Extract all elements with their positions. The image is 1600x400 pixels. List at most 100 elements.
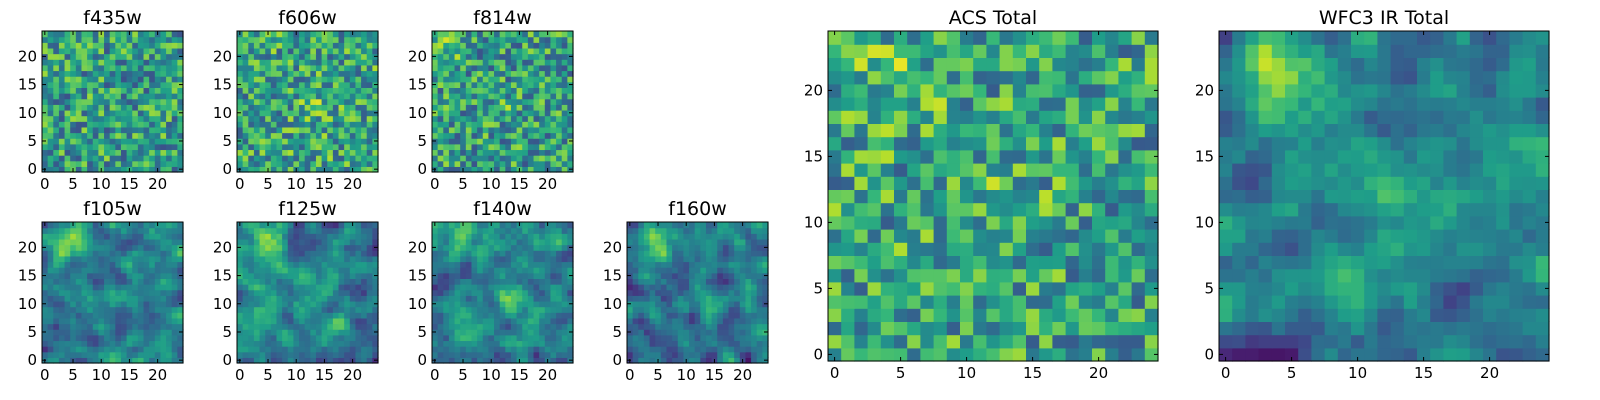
heatmap-cell [270, 98, 278, 105]
heatmap-cell [132, 272, 139, 279]
heatmap-cell [104, 132, 111, 139]
heatmap-cell [143, 250, 150, 257]
heatmap-cell [137, 155, 145, 162]
heatmap-cell [539, 53, 546, 60]
heatmap-cell [253, 244, 261, 251]
heatmap-cell [42, 346, 49, 353]
heatmap-cell [465, 289, 473, 296]
heatmap-cell [728, 284, 735, 291]
x-tick-label: 15 [120, 366, 139, 384]
heatmap-cell [166, 238, 173, 246]
heatmap-cell [533, 138, 540, 145]
heatmap-cell [722, 244, 730, 251]
heatmap-cell [171, 87, 178, 94]
heatmap-cell [81, 351, 88, 358]
heatmap-cell [556, 278, 563, 285]
heatmap-cell [986, 321, 1001, 336]
heatmap-cell [666, 238, 673, 246]
heatmap-cell [344, 76, 351, 83]
heatmap-cell [132, 329, 139, 336]
heatmap-cell [47, 222, 54, 229]
heatmap-cell [527, 98, 535, 105]
heatmap-cell [649, 329, 656, 336]
heatmap-cell [293, 155, 300, 162]
heatmap-cell [494, 233, 501, 240]
heatmap-cell [660, 289, 668, 296]
heatmap-cell [739, 300, 747, 308]
heatmap-cell [361, 87, 368, 94]
heatmap-cell [293, 306, 300, 313]
heatmap-cell [321, 250, 328, 257]
heatmap-cell [482, 250, 489, 257]
heatmap-cell [437, 87, 444, 94]
heatmap-cell [477, 143, 484, 151]
heatmap-cell [237, 155, 244, 162]
heatmap-cell [454, 155, 461, 162]
heatmap-cell [550, 340, 557, 347]
heatmap-cell [488, 76, 495, 83]
heatmap-cell [109, 126, 116, 134]
heatmap-cell [1039, 202, 1053, 217]
heatmap-cell [482, 255, 489, 263]
heatmap-cell [933, 281, 948, 296]
heatmap-cell [253, 306, 261, 313]
heatmap-cell [465, 312, 473, 319]
heatmap-cell [349, 132, 357, 139]
heatmap-cell [154, 323, 162, 330]
heatmap-cell [355, 317, 362, 325]
heatmap-cell [638, 222, 645, 229]
heatmap-cell [728, 267, 735, 274]
heatmap-cell [722, 267, 730, 274]
x-tick-label: 0 [430, 175, 440, 193]
heatmap-cell [649, 312, 656, 319]
heatmap-cell [494, 98, 501, 105]
heatmap-cell [448, 81, 456, 88]
heatmap-cell [304, 278, 311, 285]
heatmap-cell [672, 351, 679, 358]
heatmap-cell [527, 42, 535, 49]
heatmap-cell [471, 160, 478, 167]
heatmap-cell [282, 36, 289, 43]
heatmap-cell [242, 59, 249, 66]
heatmap-cell [488, 132, 495, 139]
heatmap-cell [510, 70, 518, 77]
heatmap-cell [47, 272, 54, 279]
heatmap-cell [694, 351, 701, 358]
heatmap-cell [1012, 347, 1027, 362]
heatmap-cell [960, 229, 974, 243]
heatmap-cell [92, 53, 99, 60]
heatmap-cell [561, 323, 568, 330]
heatmap-cell [986, 334, 1001, 349]
heatmap-cell [756, 351, 763, 358]
heatmap-cell [946, 308, 961, 322]
heatmap-cell [516, 261, 523, 268]
heatmap-cell [64, 81, 71, 88]
heatmap-cell [372, 227, 379, 234]
heatmap-cell [282, 317, 289, 325]
heatmap-cell [694, 278, 701, 285]
heatmap-cell [120, 329, 128, 336]
heatmap-cell [154, 104, 162, 111]
heatmap-cell [516, 323, 523, 330]
heatmap-cell [544, 267, 552, 274]
heatmap-cell [649, 233, 656, 240]
heatmap-cell [499, 104, 506, 111]
heatmap-cell [533, 126, 540, 134]
heatmap-cell [556, 121, 563, 128]
heatmap-cell [666, 317, 673, 325]
heatmap-cell [505, 109, 512, 117]
heatmap-cell [299, 132, 306, 139]
heatmap-cell [47, 47, 54, 55]
heatmap-cell [327, 59, 334, 66]
heatmap-cell [539, 155, 546, 162]
heatmap-cell [58, 53, 66, 60]
heatmap-cell [344, 222, 351, 229]
heatmap-cell [253, 278, 261, 285]
heatmap-cell [70, 267, 77, 274]
heatmap-cell [149, 93, 156, 100]
heatmap-cell [477, 323, 484, 330]
heatmap-cell [265, 138, 272, 145]
heatmap-cell [327, 36, 334, 43]
heatmap-cell [683, 295, 690, 302]
heatmap-cell [137, 306, 145, 313]
